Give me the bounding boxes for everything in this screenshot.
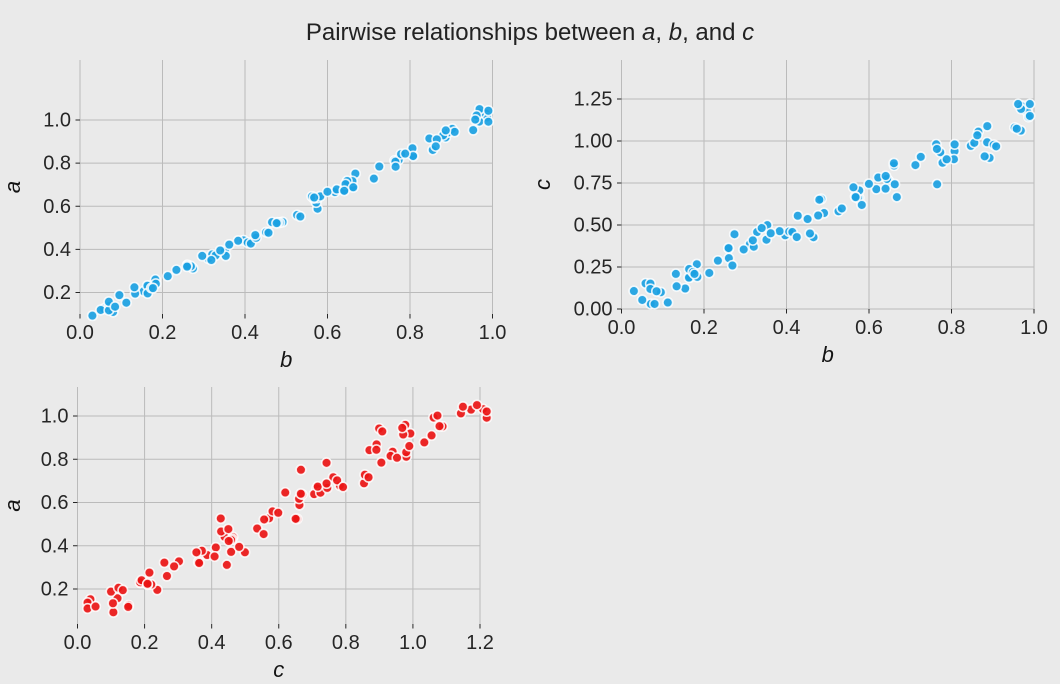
svg-text:0.0: 0.0	[66, 322, 94, 344]
svg-text:1.00: 1.00	[574, 131, 613, 153]
svg-text:c: c	[530, 179, 555, 190]
svg-text:1.0: 1.0	[399, 632, 427, 654]
svg-text:b: b	[280, 347, 292, 372]
svg-text:0.8: 0.8	[332, 632, 360, 654]
svg-text:c: c	[273, 657, 284, 682]
svg-text:0.6: 0.6	[265, 632, 293, 654]
svg-text:1.0: 1.0	[479, 322, 507, 344]
svg-text:0.00: 0.00	[574, 299, 613, 321]
svg-text:a: a	[0, 499, 25, 511]
svg-text:0.6: 0.6	[41, 492, 69, 514]
svg-text:1.25: 1.25	[574, 89, 613, 111]
svg-text:0.6: 0.6	[43, 196, 71, 218]
svg-text:0.8: 0.8	[938, 317, 966, 339]
svg-text:0.2: 0.2	[41, 579, 69, 601]
svg-text:0.4: 0.4	[43, 239, 71, 261]
svg-text:0.8: 0.8	[41, 449, 69, 471]
svg-text:0.25: 0.25	[574, 257, 613, 279]
svg-text:0.4: 0.4	[198, 632, 226, 654]
svg-text:1.0: 1.0	[1020, 317, 1048, 339]
svg-text:0.6: 0.6	[314, 322, 342, 344]
svg-text:1.0: 1.0	[43, 110, 71, 132]
svg-text:0.2: 0.2	[690, 317, 718, 339]
svg-text:0.2: 0.2	[131, 632, 159, 654]
svg-text:0.6: 0.6	[855, 317, 883, 339]
svg-text:0.8: 0.8	[43, 153, 71, 175]
svg-text:0.8: 0.8	[396, 322, 424, 344]
svg-text:0.2: 0.2	[149, 322, 177, 344]
svg-text:1.0: 1.0	[41, 406, 69, 428]
svg-text:0.4: 0.4	[773, 317, 801, 339]
svg-text:0.2: 0.2	[43, 282, 71, 304]
svg-text:a: a	[0, 181, 25, 193]
svg-text:b: b	[822, 342, 834, 367]
svg-text:0.4: 0.4	[231, 322, 259, 344]
svg-text:0.0: 0.0	[64, 632, 92, 654]
svg-text:0.4: 0.4	[41, 535, 69, 557]
svg-text:1.2: 1.2	[466, 632, 494, 654]
svg-text:0.75: 0.75	[574, 173, 613, 195]
svg-text:0.50: 0.50	[574, 215, 613, 237]
